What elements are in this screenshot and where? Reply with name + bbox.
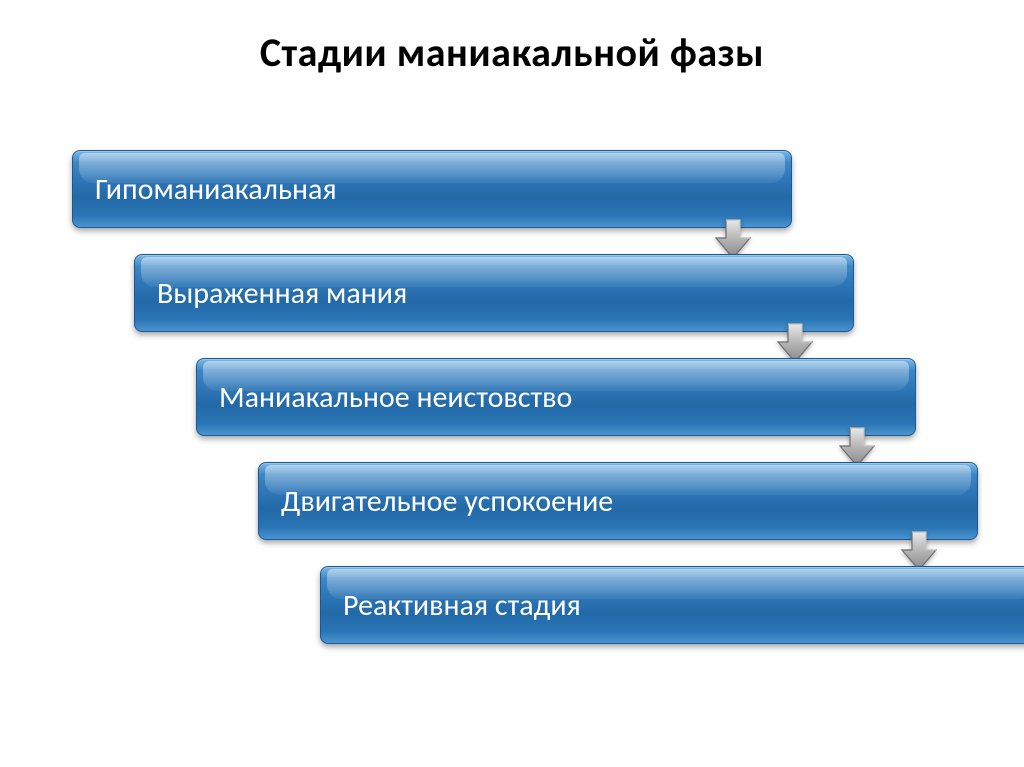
stage-step: Гипоманиакальная (72, 150, 792, 228)
stage-step: Двигательное успокоение (258, 462, 978, 540)
stage-label: Выраженная мания (157, 275, 407, 312)
stage-label: Реактивная стадия (343, 587, 581, 624)
step-wrap: Реактивная стадия (320, 566, 1024, 644)
step-wrap: Маниакальное неистовство (196, 358, 916, 436)
slide: Стадии маниакальной фазы Гипоманиакальна… (0, 0, 1024, 767)
stage-label: Гипоманиакальная (95, 171, 337, 208)
stage-label: Двигательное успокоение (281, 483, 613, 520)
stage-step: Выраженная мания (134, 254, 854, 332)
stage-label: Маниакальное неистовство (219, 379, 572, 416)
slide-title: Стадии маниакальной фазы (0, 0, 1024, 77)
step-wrap: Гипоманиакальная (72, 150, 792, 228)
step-wrap: Выраженная мания (134, 254, 854, 332)
stage-step: Реактивная стадия (320, 566, 1024, 644)
step-wrap: Двигательное успокоение (258, 462, 978, 540)
stage-step: Маниакальное неистовство (196, 358, 916, 436)
